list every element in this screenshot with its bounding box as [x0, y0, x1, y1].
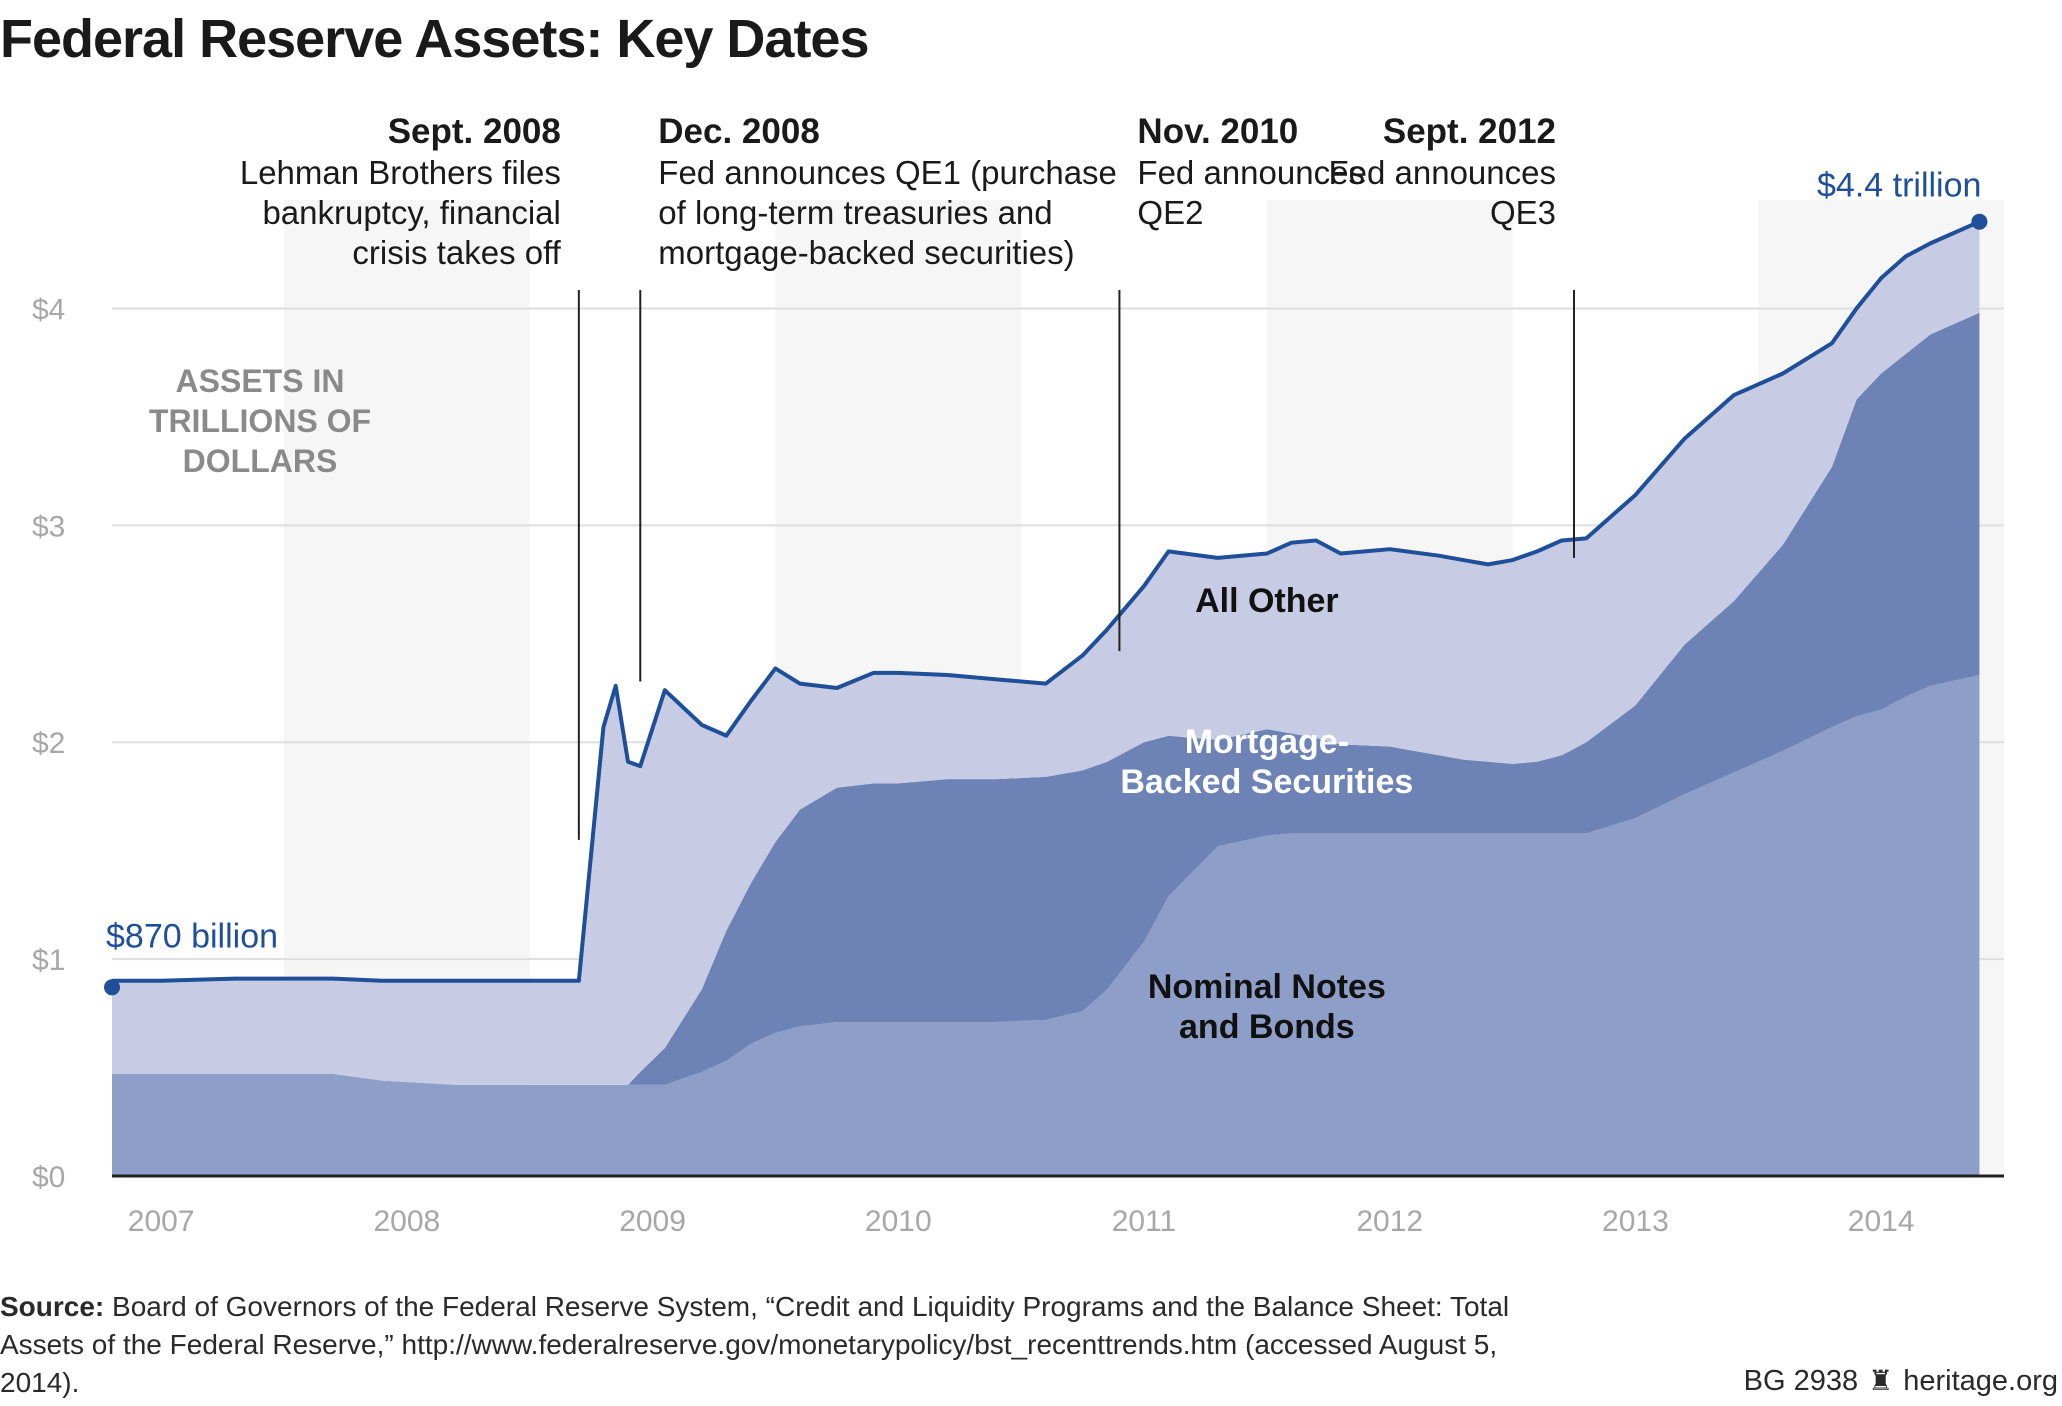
annotation-date: Sept. 2008 — [388, 112, 561, 151]
source-text: Board of Governors of the Federal Reserv… — [0, 1291, 1510, 1398]
annotation-date: Dec. 2008 — [658, 112, 820, 151]
x-tick-label: 2012 — [1356, 1205, 1423, 1238]
x-tick-label: 2009 — [619, 1205, 686, 1238]
series-label: All Other — [1195, 582, 1339, 620]
annotation-text: Fed announces — [1328, 154, 1556, 191]
y-tick-label: $3 — [32, 510, 65, 543]
annotation-date: Sept. 2012 — [1383, 112, 1556, 151]
end-value-label: $4.4 trillion — [1817, 167, 1981, 205]
x-tick-label: 2014 — [1848, 1205, 1915, 1238]
y-axis-label: ASSETS IN TRILLIONS OF DOLLARS — [149, 363, 371, 479]
annotation-text: mortgage-backed securities) — [658, 234, 1074, 271]
x-tick-label: 2007 — [128, 1205, 195, 1238]
annotation-date: Nov. 2010 — [1137, 112, 1298, 151]
source-label: Source: — [0, 1291, 105, 1322]
stacked-areas — [104, 213, 1988, 1176]
x-tick-label: 2011 — [1112, 1205, 1177, 1238]
start-value-label: $870 billion — [106, 917, 278, 955]
area-chart: $0 $1 $2 $3 $4 2007 2008 2009 2010 2011 2012 2013 20… — [32, 112, 2004, 1238]
annotation-text: crisis takes off — [352, 234, 561, 271]
annotation-text: Fed announces — [1137, 154, 1365, 191]
series-label: Mortgage- — [1185, 723, 1349, 761]
x-tick-label: 2013 — [1602, 1205, 1669, 1238]
x-tick-label: 2008 — [373, 1205, 440, 1238]
area-series-2 — [112, 221, 1980, 1085]
annotation-text: QE3 — [1490, 194, 1556, 231]
credit-site: heritage.org — [1903, 1365, 2058, 1397]
annotation-text: QE2 — [1137, 194, 1203, 231]
y-axis-label-line: DOLLARS — [183, 443, 338, 479]
tick-labels: $0 $1 $2 $3 $4 2007 2008 2009 2010 2011 2012 2013 20… — [32, 293, 1915, 1238]
report-code: BG 2938 — [1743, 1365, 1859, 1397]
annotation-text: bankruptcy, financial — [262, 194, 560, 231]
y-tick-label: $0 — [32, 1161, 65, 1194]
series-labels: $870 billion $4.4 trillion All Other Mortga… — [106, 167, 1981, 1046]
annotation-text: Fed announces QE1 (purchase — [658, 154, 1117, 191]
y-tick-label: $1 — [32, 944, 65, 977]
start-point — [104, 979, 120, 996]
y-tick-label: $2 — [32, 727, 65, 760]
series-label: Nominal Notes — [1148, 968, 1386, 1006]
area-series-1 — [112, 312, 1980, 1085]
area-series-0 — [112, 674, 1980, 1176]
liberty-bell-icon: ♜ — [1868, 1365, 1894, 1396]
total-assets-line — [112, 219, 1981, 983]
source-note: Source: Board of Governors of the Federa… — [0, 1288, 1560, 1402]
credit-line: BG 2938 ♜ heritage.org — [1744, 1364, 2058, 1398]
end-point — [1971, 213, 1988, 230]
series-label: Backed Securities — [1120, 763, 1413, 801]
chart-title: Federal Reserve Assets: Key Dates — [0, 9, 869, 69]
series-label: and Bonds — [1179, 1008, 1355, 1046]
annotation-text: Lehman Brothers files — [240, 154, 561, 191]
x-tick-label: 2010 — [865, 1205, 932, 1238]
y-tick-label: $4 — [32, 293, 65, 326]
annotation-text: of long-term treasuries and — [658, 194, 1052, 231]
y-axis-label-line: ASSETS IN — [176, 363, 345, 399]
y-axis-label-line: TRILLIONS OF — [149, 403, 371, 439]
